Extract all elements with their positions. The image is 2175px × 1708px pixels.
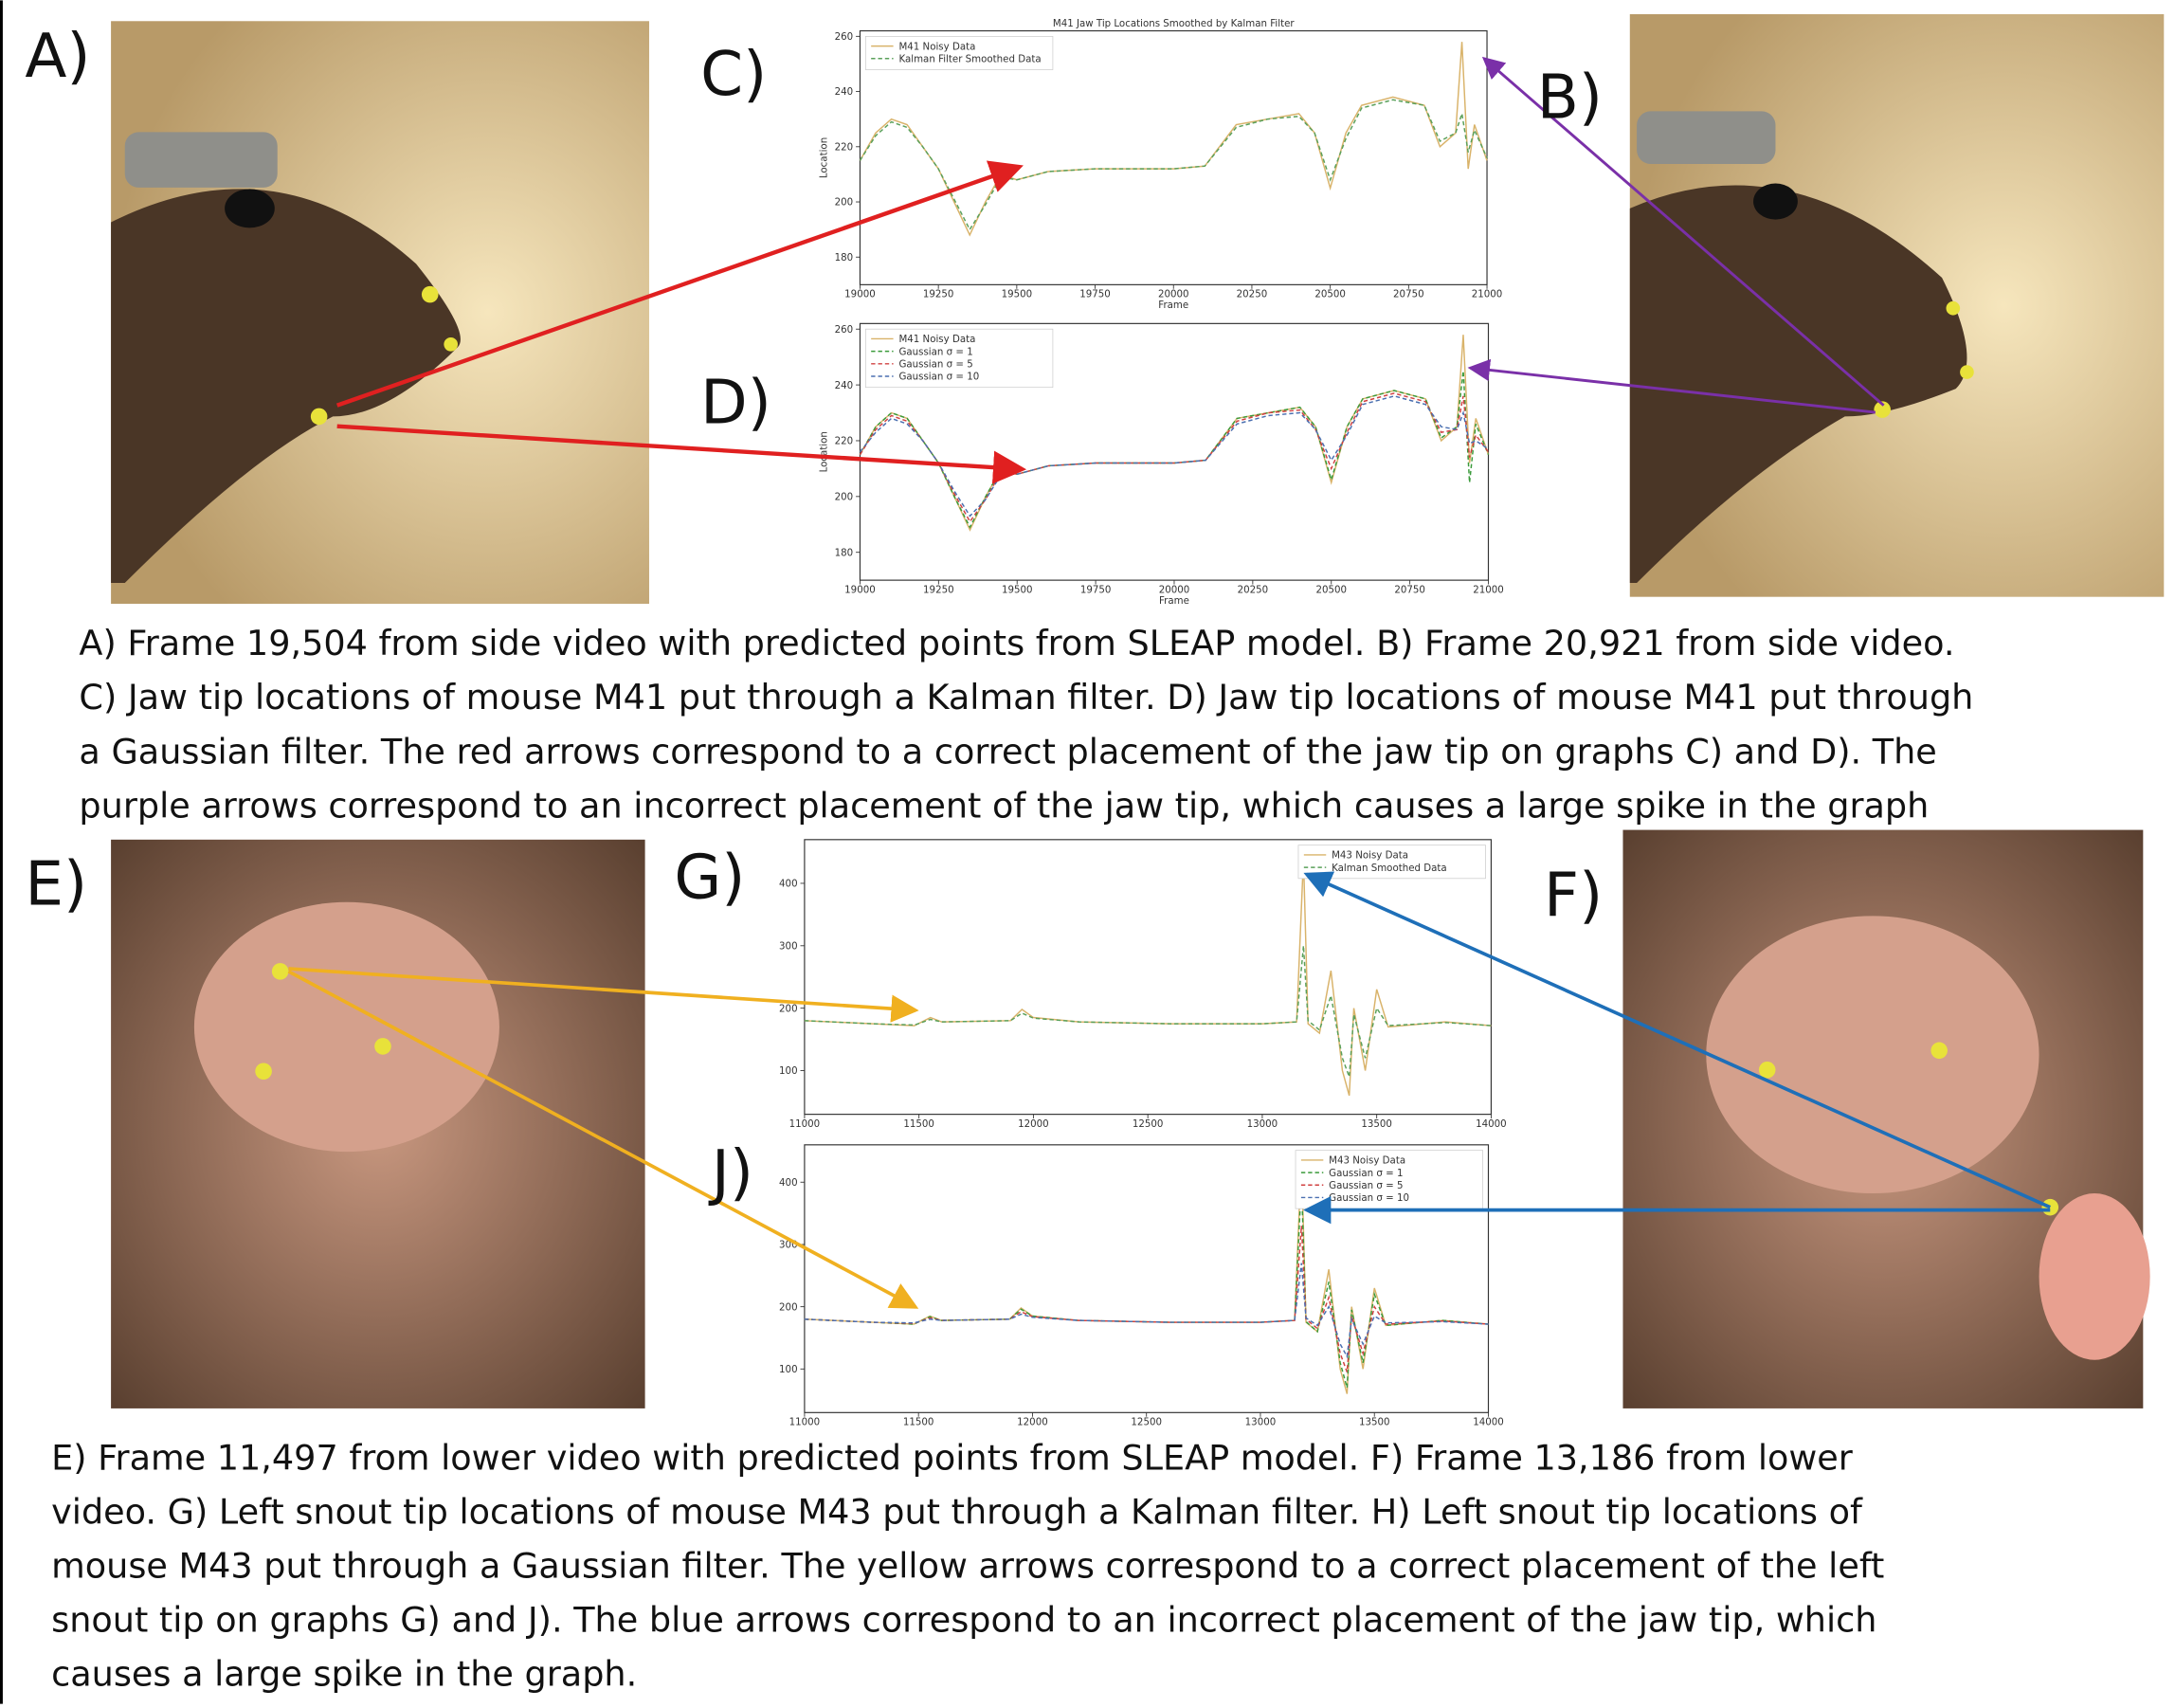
photo-b	[1630, 14, 2165, 597]
x-tick-label: 19500	[1002, 584, 1033, 595]
x-tick-label: 12500	[1131, 1416, 1162, 1427]
x-tick-label: 19000	[844, 584, 876, 595]
panel-label: D)	[700, 368, 771, 439]
y-tick-label: 240	[835, 380, 854, 391]
y-tick-label: 200	[779, 1301, 798, 1313]
y-tick-label: 200	[835, 197, 854, 209]
caption-line: snout tip on graphs G) and J). The blue …	[51, 1600, 1876, 1641]
y-axis-label: Location	[818, 431, 829, 472]
x-tick-label: 19250	[923, 584, 954, 595]
plot-frame	[805, 840, 1492, 1115]
panel-label: G)	[674, 842, 745, 913]
photo-f	[1622, 830, 2149, 1408]
legend-label: M43 Noisy Data	[1332, 850, 1408, 862]
x-tick-label: 12000	[1017, 1416, 1048, 1427]
x-tick-label: 13000	[1245, 1416, 1277, 1427]
x-tick-label: 11500	[903, 1118, 934, 1130]
legend-label: Gaussian σ = 1	[1329, 1168, 1403, 1179]
x-tick-label: 20750	[1393, 289, 1424, 300]
caption-line: a Gaussian filter. The red arrows corres…	[79, 731, 1936, 772]
panel-label: J)	[708, 1137, 753, 1208]
x-tick-label: 20250	[1237, 289, 1268, 300]
x-tick-label: 19750	[1079, 289, 1111, 300]
caption-line: C) Jaw tip locations of mouse M41 put th…	[79, 677, 1973, 718]
y-tick-label: 400	[779, 1177, 798, 1189]
x-tick-label: 21000	[1473, 584, 1504, 595]
x-tick-label: 11000	[789, 1118, 821, 1130]
y-tick-label: 260	[835, 324, 854, 336]
legend-label: M41 Noisy Data	[898, 334, 975, 345]
x-axis-label: Frame	[1158, 300, 1188, 311]
figure: M41 Jaw Tip Locations Smoothed by Kalman…	[0, 0, 2175, 1704]
x-tick-label: 20500	[1315, 584, 1347, 595]
x-tick-label: 14000	[1473, 1416, 1504, 1427]
x-tick-label: 13000	[1247, 1118, 1278, 1130]
y-tick-label: 180	[835, 547, 854, 558]
x-axis-label: Frame	[1159, 595, 1189, 607]
panel-label: F)	[1544, 860, 1603, 931]
x-tick-label: 20750	[1394, 584, 1425, 595]
caption-line: video. G) Left snout tip locations of mo…	[51, 1491, 1863, 1532]
x-tick-label: 11500	[903, 1416, 934, 1427]
photo-a	[111, 21, 649, 604]
caption-line: E) Frame 11,497 from lower video with pr…	[51, 1437, 1854, 1478]
x-tick-label: 20500	[1314, 289, 1346, 300]
x-tick-label: 20250	[1238, 584, 1269, 595]
chart-title: M41 Jaw Tip Locations Smoothed by Kalman…	[1053, 18, 1296, 29]
x-tick-label: 19750	[1080, 584, 1112, 595]
caption-line: A) Frame 19,504 from side video with pre…	[79, 623, 1954, 663]
y-axis-label: Location	[818, 137, 829, 178]
panel-label: B)	[1537, 63, 1603, 134]
caption-line: causes a large spike in the graph.	[51, 1654, 637, 1695]
x-tick-label: 14000	[1476, 1118, 1507, 1130]
legend-label: Gaussian σ = 5	[898, 358, 972, 370]
legend-label: Gaussian σ = 10	[898, 372, 979, 383]
legend-label: Gaussian σ = 5	[1329, 1180, 1403, 1191]
x-tick-label: 12000	[1018, 1118, 1049, 1130]
panel-label: E)	[25, 849, 87, 920]
y-tick-label: 220	[835, 436, 854, 447]
legend-label: M43 Noisy Data	[1329, 1155, 1405, 1167]
x-tick-label: 19500	[1002, 289, 1033, 300]
x-tick-label: 13500	[1361, 1118, 1392, 1130]
charts: M41 Jaw Tip Locations Smoothed by Kalman…	[779, 18, 1507, 1427]
panel-label: A)	[25, 21, 90, 92]
y-tick-label: 200	[779, 1003, 798, 1014]
x-tick-label: 20000	[1159, 584, 1190, 595]
caption-line: mouse M43 put through a Gaussian filter.…	[51, 1545, 1884, 1586]
legend-label: Kalman Filter Smoothed Data	[898, 53, 1041, 64]
x-tick-label: 21000	[1472, 289, 1503, 300]
y-tick-label: 100	[779, 1065, 798, 1077]
legend-label: M41 Noisy Data	[898, 41, 975, 52]
legend-label: Kalman Smoothed Data	[1332, 863, 1447, 874]
legend-label: Gaussian σ = 10	[1329, 1192, 1409, 1204]
y-tick-label: 400	[779, 879, 798, 890]
panel-label: C)	[700, 39, 767, 110]
x-tick-label: 12500	[1133, 1118, 1164, 1130]
y-tick-label: 100	[779, 1364, 798, 1375]
y-tick-label: 180	[835, 252, 854, 263]
x-tick-label: 20000	[1158, 289, 1189, 300]
x-tick-label: 19000	[844, 289, 876, 300]
y-tick-label: 240	[835, 86, 854, 98]
photo-e	[111, 840, 645, 1408]
y-tick-label: 260	[835, 31, 854, 43]
x-tick-label: 13500	[1359, 1416, 1390, 1427]
y-tick-label: 220	[835, 141, 854, 153]
caption-line: purple arrows correspond to an incorrect…	[79, 785, 1929, 826]
y-tick-label: 200	[835, 491, 854, 502]
legend-label: Gaussian σ = 1	[898, 346, 972, 357]
x-tick-label: 11000	[789, 1416, 821, 1427]
x-tick-label: 19250	[923, 289, 954, 300]
y-tick-label: 300	[779, 940, 798, 952]
